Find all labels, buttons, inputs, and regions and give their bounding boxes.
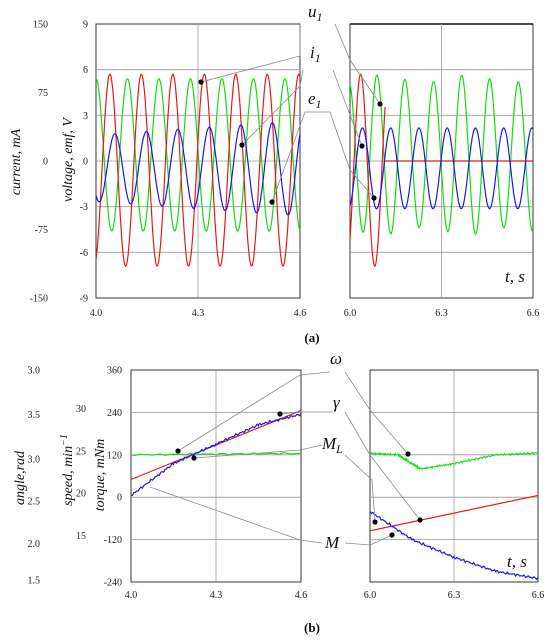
- panel-b-label-M: M: [324, 533, 340, 552]
- panel-a-marker-u1-right: [377, 101, 383, 107]
- x-tick-label: 4.3: [210, 590, 223, 601]
- panel-b: 360 240 120 0 -120 -240 30 25 20 15 3.0 3.5 3.0 2.5 2.…: [13, 349, 544, 635]
- x-tick-label: 4.6: [295, 590, 308, 601]
- series-ML: [130, 451, 539, 471]
- voltage-tick-label: 0: [83, 157, 88, 168]
- angle-tick-label: 3.5: [28, 410, 41, 421]
- panel-b-marker-ML-left: [175, 448, 181, 454]
- panel-b-ylabel-speed: speed, min−1: [59, 434, 76, 506]
- panel-a-ticks: 9 6 3 0 -3 -6 -9 150 75 0 -75 -150 4.0 4.3 4.6 6.0 6.3 6.…: [30, 20, 540, 320]
- series-gamma: [130, 412, 539, 581]
- panel-b-marker-M-right: [389, 532, 395, 538]
- series-u1-right: [349, 73, 386, 267]
- panel-b-marker-omega-left: [277, 411, 283, 417]
- panel-b-leader-ML-left: [193, 444, 323, 459]
- angle-tick-label: 1.5: [28, 576, 41, 587]
- current-tick-label: 75: [38, 88, 48, 99]
- torque-tick-label: -240: [104, 578, 122, 589]
- panel-b-leader-ML-right: [344, 454, 376, 523]
- voltage-tick-label: -9: [80, 294, 88, 305]
- voltage-tick-label: 9: [83, 20, 88, 31]
- panel-b-marker-gamma-right: [417, 517, 423, 523]
- panel-b-ylabel-torque: torque, mNm: [93, 439, 108, 512]
- panel-a-label-u1: u1: [308, 2, 323, 24]
- panel-a-grid: [96, 24, 533, 298]
- panel-b-leader-M-right: [344, 534, 393, 546]
- angle-tick-label: 2.0: [28, 539, 41, 550]
- panel-a-ylabel-current: current, mA: [9, 128, 24, 195]
- speed-tick-label: 30: [76, 404, 86, 415]
- series-i1-left: [95, 122, 301, 216]
- panel-a-leader-u1-right: [334, 23, 381, 105]
- panel-b-ylabel-angle: angle,rad: [13, 450, 28, 505]
- x-tick-label: 6.6: [532, 590, 545, 601]
- speed-tick-label: 25: [76, 446, 86, 457]
- panel-b-caption: (b): [304, 620, 320, 635]
- panel-a-marker-u1-left: [198, 79, 204, 85]
- panel-b-label-ML: ML: [321, 434, 343, 456]
- panel-a-marker-e1-right: [371, 195, 377, 201]
- torque-tick-label: -120: [104, 535, 122, 546]
- panel-a-marker-i1-right: [359, 143, 365, 149]
- panel-b-marker-M-left: [191, 455, 197, 461]
- panel-b-leader-gamma-left: [280, 411, 333, 415]
- angle-tick-label: 3.0: [28, 366, 41, 377]
- panel-b-leader-gamma-right: [344, 411, 421, 521]
- panel-b-marker-omega-right: [405, 451, 411, 457]
- panel-a-marker-e1-left: [269, 199, 275, 205]
- panel-a-curves: [95, 73, 534, 267]
- panel-a-leader-i1-left: [241, 69, 304, 146]
- panel-a-label-i1: i1: [310, 43, 321, 65]
- x-tick-label: 4.0: [125, 590, 138, 601]
- angle-tick-label: 3.0: [28, 454, 41, 465]
- panel-a-leader-e1-left: [271, 111, 330, 203]
- panel-b-ticks: 360 240 120 0 -120 -240 30 25 20 15 3.0 3.5 3.0 2.5 2.…: [28, 366, 545, 602]
- panel-b-label-omega: ω: [330, 349, 342, 368]
- angle-tick-label: 2.5: [28, 497, 41, 508]
- speed-tick-label: 20: [76, 489, 86, 500]
- panel-a-xlabel: t, s: [505, 267, 525, 286]
- speed-tick-label: 15: [76, 531, 86, 542]
- panel-a: 9 6 3 0 -3 -6 -9 150 75 0 -75 -150 4.0 4.3 4.6 6.0 6.3 6.…: [9, 2, 539, 345]
- x-tick-label: 6.0: [344, 308, 357, 319]
- voltage-tick-label: 3: [83, 111, 88, 122]
- x-tick-label: 6.0: [364, 590, 377, 601]
- torque-tick-label: 120: [107, 450, 122, 461]
- panel-a-caption: (a): [304, 330, 319, 345]
- series-i1-right: [349, 127, 534, 210]
- torque-tick-label: 0: [117, 493, 122, 504]
- x-tick-label: 4.0: [90, 308, 103, 319]
- panel-b-label-gamma: γ: [333, 393, 341, 412]
- x-tick-label: 6.3: [435, 308, 448, 319]
- current-tick-label: 0: [43, 157, 48, 168]
- x-tick-label: 4.3: [192, 308, 205, 319]
- voltage-tick-label: -3: [80, 202, 88, 213]
- series-e1-right: [349, 74, 534, 236]
- torque-tick-label: 240: [107, 408, 122, 419]
- panel-b-leader-omega-left: [177, 371, 331, 452]
- panel-b-leader-omega-right: [344, 371, 409, 455]
- series-omega: [130, 410, 539, 532]
- current-tick-label: 150: [33, 20, 48, 31]
- x-tick-label: 6.3: [448, 590, 461, 601]
- panel-b-leader-M-left: [149, 486, 323, 544]
- x-tick-label: 4.6: [294, 308, 307, 319]
- panel-a-ylabel-voltage: voltage, emf, V: [61, 117, 76, 202]
- torque-tick-label: 360: [107, 366, 122, 377]
- voltage-tick-label: -6: [80, 248, 88, 259]
- panel-a-leader-u1-left: [200, 24, 301, 83]
- voltage-tick-label: 6: [83, 65, 88, 76]
- panel-b-marker-ML-right: [372, 519, 378, 525]
- current-tick-label: -150: [30, 294, 48, 305]
- x-tick-label: 6.6: [527, 308, 540, 319]
- current-tick-label: -75: [35, 225, 48, 236]
- panel-a-label-e1: e1: [308, 89, 322, 111]
- panel-a-leader-i1-right: [332, 69, 363, 147]
- series-u1-left: [95, 73, 301, 267]
- panel-b-curves: [130, 410, 539, 581]
- panel-b-xlabel: t, s: [507, 552, 527, 571]
- panel-a-marker-i1-left: [239, 142, 245, 148]
- panel-a-leader-e1-right: [329, 111, 375, 199]
